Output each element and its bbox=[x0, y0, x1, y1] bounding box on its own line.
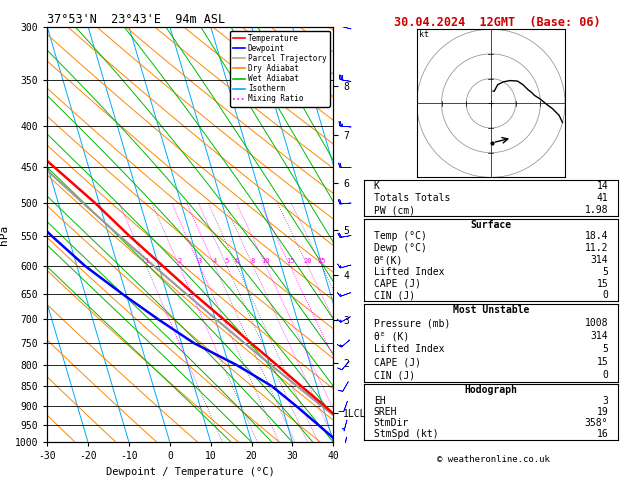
Text: 5: 5 bbox=[225, 258, 229, 264]
Legend: Temperature, Dewpoint, Parcel Trajectory, Dry Adiabat, Wet Adiabat, Isotherm, Mi: Temperature, Dewpoint, Parcel Trajectory… bbox=[230, 31, 330, 106]
Text: 0: 0 bbox=[602, 370, 608, 380]
Text: 6: 6 bbox=[235, 258, 239, 264]
Text: 15: 15 bbox=[596, 278, 608, 289]
Text: 8: 8 bbox=[251, 258, 255, 264]
Text: 5: 5 bbox=[602, 267, 608, 277]
Text: CIN (J): CIN (J) bbox=[374, 291, 415, 300]
Text: StmDir: StmDir bbox=[374, 418, 409, 428]
Text: 20: 20 bbox=[303, 258, 312, 264]
Text: © weatheronline.co.uk: © weatheronline.co.uk bbox=[437, 455, 550, 464]
Text: 1008: 1008 bbox=[584, 318, 608, 328]
Text: Hodograph: Hodograph bbox=[464, 384, 518, 395]
Text: θᴱ(K): θᴱ(K) bbox=[374, 255, 403, 265]
Text: 15: 15 bbox=[596, 357, 608, 367]
Text: Dewp (°C): Dewp (°C) bbox=[374, 243, 426, 253]
Text: 11.2: 11.2 bbox=[584, 243, 608, 253]
X-axis label: Dewpoint / Temperature (°C): Dewpoint / Temperature (°C) bbox=[106, 467, 275, 477]
Text: 4: 4 bbox=[213, 258, 217, 264]
Text: Lifted Index: Lifted Index bbox=[374, 267, 444, 277]
Text: 25: 25 bbox=[318, 258, 326, 264]
Text: 0: 0 bbox=[602, 291, 608, 300]
Text: 358°: 358° bbox=[584, 418, 608, 428]
Text: CIN (J): CIN (J) bbox=[374, 370, 415, 380]
Text: 37°53'N  23°43'E  94m ASL: 37°53'N 23°43'E 94m ASL bbox=[47, 13, 225, 26]
Text: Temp (°C): Temp (°C) bbox=[374, 231, 426, 242]
Text: 3: 3 bbox=[198, 258, 202, 264]
Y-axis label: hPa: hPa bbox=[0, 225, 9, 244]
Text: 3: 3 bbox=[602, 396, 608, 406]
Text: CAPE (J): CAPE (J) bbox=[374, 278, 421, 289]
Text: 1: 1 bbox=[144, 258, 148, 264]
Text: Most Unstable: Most Unstable bbox=[453, 305, 529, 315]
Text: PW (cm): PW (cm) bbox=[374, 205, 415, 215]
Text: 14: 14 bbox=[596, 181, 608, 191]
Text: Surface: Surface bbox=[470, 220, 511, 229]
Text: 1.98: 1.98 bbox=[584, 205, 608, 215]
Text: 18.4: 18.4 bbox=[584, 231, 608, 242]
Text: 314: 314 bbox=[591, 255, 608, 265]
Text: 41: 41 bbox=[596, 193, 608, 203]
Text: 30.04.2024  12GMT  (Base: 06): 30.04.2024 12GMT (Base: 06) bbox=[394, 16, 600, 29]
Text: kt: kt bbox=[420, 30, 429, 38]
Text: 2: 2 bbox=[177, 258, 181, 264]
Text: Totals Totals: Totals Totals bbox=[374, 193, 450, 203]
Text: 314: 314 bbox=[591, 331, 608, 341]
Text: θᴱ (K): θᴱ (K) bbox=[374, 331, 409, 341]
Text: 5: 5 bbox=[602, 344, 608, 354]
Text: 15: 15 bbox=[286, 258, 294, 264]
Text: K: K bbox=[374, 181, 380, 191]
Y-axis label: km
ASL: km ASL bbox=[369, 226, 391, 243]
Text: 19: 19 bbox=[596, 407, 608, 417]
Text: 16: 16 bbox=[596, 429, 608, 439]
Text: Lifted Index: Lifted Index bbox=[374, 344, 444, 354]
Text: EH: EH bbox=[374, 396, 386, 406]
Text: 10: 10 bbox=[262, 258, 270, 264]
Text: StmSpd (kt): StmSpd (kt) bbox=[374, 429, 438, 439]
Text: SREH: SREH bbox=[374, 407, 398, 417]
Text: CAPE (J): CAPE (J) bbox=[374, 357, 421, 367]
Text: Pressure (mb): Pressure (mb) bbox=[374, 318, 450, 328]
